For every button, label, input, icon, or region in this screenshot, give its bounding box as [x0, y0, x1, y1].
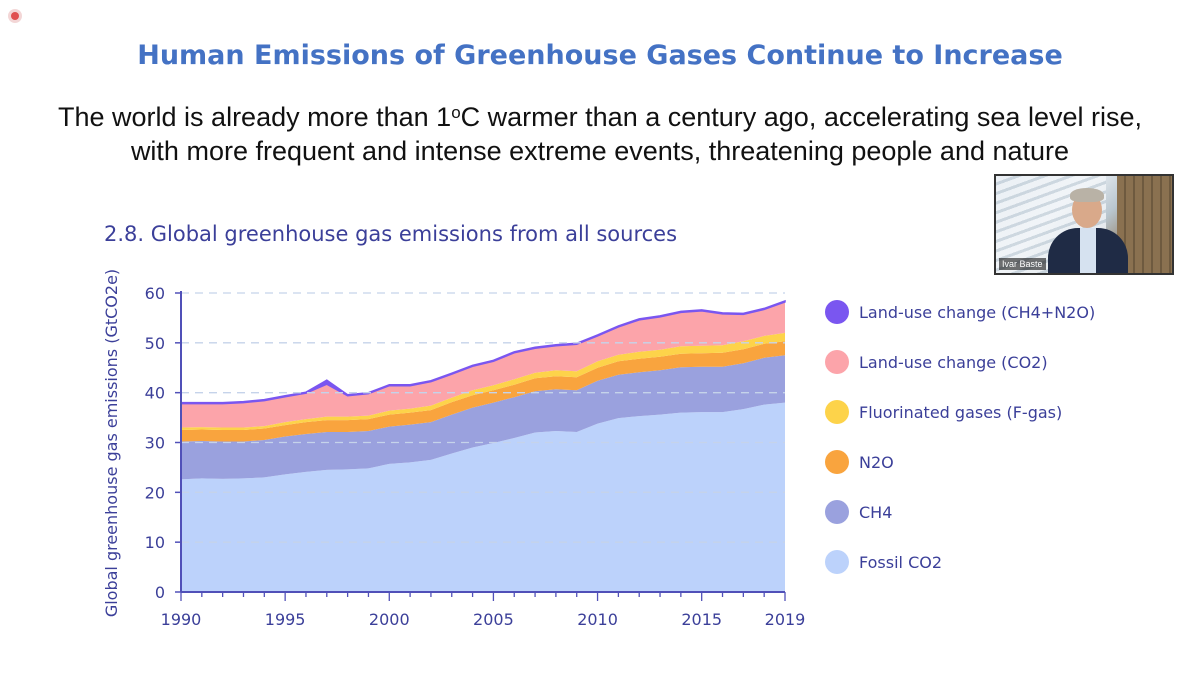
legend-label-fossil-co2: Fossil CO2	[859, 553, 942, 572]
y-tick-label-50: 50	[145, 334, 165, 353]
y-tick-label-40: 40	[145, 384, 165, 403]
y-tick-label-0: 0	[155, 583, 165, 602]
subtitle-line1-post: C warmer than a century ago, acceleratin…	[460, 102, 1142, 132]
x-tick-label-2010: 2010	[577, 610, 618, 629]
subtitle-line1-pre: The world is already more than 1	[58, 102, 452, 132]
y-axis-label: Global greenhouse gas emissions (GtCO2e)	[102, 269, 121, 617]
legend-swatch-land-use-change-co2-	[825, 350, 849, 374]
legend-label-fluorinated-gases-f-gas-: Fluorinated gases (F-gas)	[859, 403, 1062, 422]
x-tick-label-2015: 2015	[681, 610, 722, 629]
y-tick-label-10: 10	[145, 533, 165, 552]
slide-title: Human Emissions of Greenhouse Gases Cont…	[137, 40, 1063, 71]
legend-swatch-fluorinated-gases-f-gas-	[825, 400, 849, 424]
x-tick-label-1995: 1995	[265, 610, 306, 629]
x-tick-label-1990: 1990	[161, 610, 202, 629]
recording-dot-icon	[11, 12, 19, 20]
legend-label-land-use-change-ch4-n2o-: Land-use change (CH4+N2O)	[859, 303, 1095, 322]
area-series-land-use-change-ch4-n2o-	[180, 299, 786, 405]
legend-label-n2o: N2O	[859, 453, 894, 472]
x-tick-label-2000: 2000	[369, 610, 410, 629]
area-series-ch4	[181, 355, 785, 480]
recording-indicator-icon[interactable]	[8, 9, 22, 23]
chart-title: 2.8. Global greenhouse gas emissions fro…	[104, 222, 678, 246]
area-series-fossil-co2	[181, 402, 785, 592]
legend-swatch-n2o	[825, 450, 849, 474]
legend-label-ch4: CH4	[859, 503, 892, 522]
x-tick-label-2005: 2005	[473, 610, 514, 629]
participant-name-label: Ivar Baste	[999, 258, 1046, 270]
y-tick-label-60: 60	[145, 284, 165, 303]
participant-shirt	[1080, 228, 1096, 273]
y-tick-label-20: 20	[145, 483, 165, 502]
area-series-fluorinated-gases-f-gas-	[181, 332, 785, 430]
y-tick-label-30: 30	[145, 434, 165, 453]
legend-label-land-use-change-co2-: Land-use change (CO2)	[859, 353, 1048, 372]
legend-swatch-land-use-change-ch4-n2o-	[825, 300, 849, 324]
subtitle-line2: with more frequent and intense extreme e…	[130, 136, 1070, 166]
legend-swatch-ch4	[825, 500, 849, 524]
area-series-n2o	[181, 341, 785, 442]
participant-hair	[1070, 188, 1104, 202]
subtitle-degree-sup: o	[451, 103, 461, 122]
legend-swatch-fossil-co2	[825, 550, 849, 574]
slide-subtitle: The world is already more than 1oC warme…	[0, 96, 1200, 168]
x-tick-label-2019: 2019	[765, 610, 806, 629]
participant-video-thumbnail[interactable]: Ivar Baste	[994, 174, 1174, 275]
area-series-land-use-change-co2-	[181, 302, 785, 428]
